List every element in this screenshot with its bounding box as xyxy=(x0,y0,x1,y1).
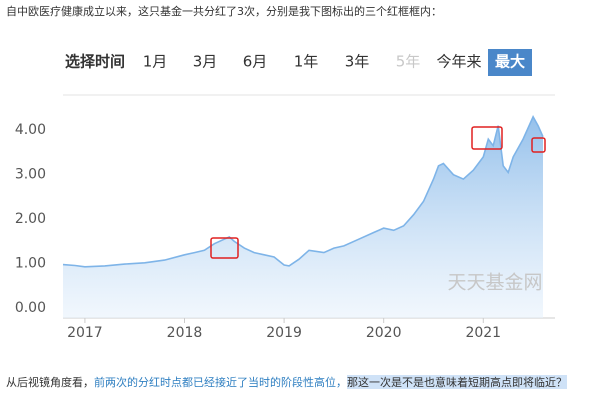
x-tick-label: 2021 xyxy=(465,325,501,341)
y-tick-label: 3.00 xyxy=(15,167,46,183)
range-button[interactable]: 3月 xyxy=(193,53,218,71)
x-tick-label: 2020 xyxy=(366,325,402,341)
range-button[interactable]: 今年来 xyxy=(436,53,481,71)
range-button[interactable]: 6月 xyxy=(243,53,268,71)
range-button[interactable]: 1月 xyxy=(143,53,168,71)
line xyxy=(62,115,544,268)
range-label: 选择时间 xyxy=(65,53,125,71)
text-highlight xyxy=(347,375,567,389)
y-tick-label: 1.00 xyxy=(15,256,46,272)
footer: 从后视镜角度看，前两次的分红时点都已经接近了当时的阶段性高位，那这一次是不是也意… xyxy=(6,375,567,389)
highlight-box xyxy=(471,126,503,150)
footer-part: 从后视镜角度看， xyxy=(6,375,94,389)
highlight-box xyxy=(531,137,546,153)
y-tick-label: 4.00 xyxy=(15,122,46,138)
area xyxy=(63,116,543,318)
range-button-active[interactable] xyxy=(488,49,532,76)
intro-text: 自中欧医疗健康成立以来，这只基金一共分红了3次，分别是我下图标出的三个红框框内： xyxy=(6,4,442,18)
x-tick-label: 2017 xyxy=(67,325,103,341)
x-tick-label: 2019 xyxy=(266,325,302,341)
range-button[interactable]: 1年 xyxy=(294,53,319,71)
range-button[interactable]: 5年 xyxy=(396,53,421,71)
y-tick-label: 2.00 xyxy=(15,211,46,227)
watermark: 天天基金网 xyxy=(447,271,542,293)
y-tick-label: 0.00 xyxy=(15,300,46,316)
range-button[interactable]: 最大 xyxy=(495,53,525,71)
highlight-box xyxy=(210,237,239,259)
footer-highlight: 那这一次是不是也意味着短期高点即将临近？ xyxy=(347,375,567,389)
x-tick-label: 2018 xyxy=(167,325,203,341)
range-button[interactable]: 3年 xyxy=(345,53,370,71)
footer-part: 前两次的分红时点都已经接近了当时的阶段性高位， xyxy=(94,375,347,389)
